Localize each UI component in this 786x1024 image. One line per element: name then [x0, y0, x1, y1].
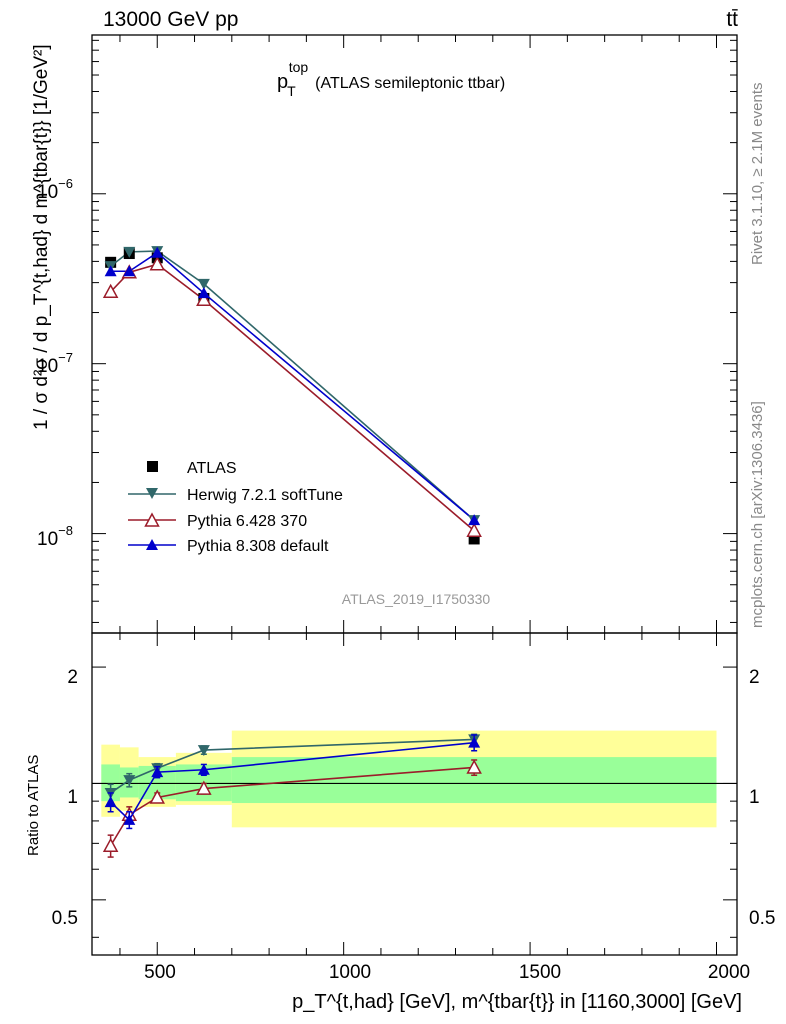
legend-marker-pythia6	[144, 512, 160, 527]
main-point-s2-4	[466, 522, 482, 537]
ratio-point-s3-1	[123, 813, 136, 825]
ratio-frame	[91, 632, 738, 956]
ratio-point-s3-4	[468, 736, 481, 748]
legend-label-herwig: Herwig 7.2.1 softTune	[187, 487, 343, 504]
main-ytick-1e-6: 10−6	[37, 176, 73, 203]
ratio-point-s3-0	[104, 796, 117, 808]
main-line-3	[110, 251, 475, 521]
ratio-ytick-2-right: 2	[749, 667, 760, 688]
rivet-label: Rivet 3.1.10, ≥ 2.1M events	[749, 83, 766, 266]
ratio-point-s2-3	[196, 780, 212, 795]
main-point-s3-0	[104, 265, 117, 277]
xtick-2000: 2000	[708, 962, 750, 983]
main-point-s0-4	[468, 533, 480, 545]
ratio-ytick-05-right: 0.5	[749, 908, 775, 929]
ratio-point-s2-0	[102, 837, 119, 853]
ratio-ytick-1-left: 1	[67, 787, 78, 808]
ratio-ytick-1-right: 1	[749, 787, 760, 808]
ratio-point-s3-3	[197, 763, 210, 775]
xtick-1000: 1000	[329, 962, 371, 983]
ratio-ylabel: Ratio to ATLAS	[25, 755, 42, 856]
legend-label-pythia6: Pythia 6.428 370	[187, 513, 307, 530]
main-ytick-1e-7: 10−7	[37, 350, 73, 377]
title-p: p	[277, 71, 288, 93]
main-series	[102, 246, 482, 545]
main-point-s2-0	[102, 283, 119, 299]
main-line-1	[110, 250, 475, 521]
ratio-point-s1-3	[197, 745, 210, 757]
axis-ticks	[92, 35, 737, 955]
main-title: pTtop (ATLAS semileptonic ttbar)	[277, 59, 505, 99]
ratio-series	[102, 733, 482, 858]
header-right: tt̄	[726, 8, 738, 31]
ratio-point-s1-1	[123, 775, 136, 787]
legend-marker-pythia8	[146, 539, 158, 550]
main-point-s1-1	[123, 246, 136, 258]
band-inner-0	[101, 764, 120, 802]
title-sub: T	[287, 83, 296, 99]
main-point-s2-3	[196, 291, 212, 306]
ratio-ytick-2-left: 2	[67, 667, 78, 688]
main-ylabel: 1 / σ d²σ / d p_T^{t,had} d m^{tbar{t}} …	[31, 44, 52, 430]
main-point-s2-2	[149, 256, 166, 271]
analysis-id: ATLAS_2019_I1750330	[342, 591, 491, 607]
main-point-s3-3	[197, 287, 210, 299]
title-sup: top	[289, 59, 309, 75]
xaxis-label: p_T^{t,had} [GeV], m^{tbar{t}} in [1160,…	[292, 991, 742, 1013]
legend-marker-atlas	[147, 461, 158, 472]
ratio-bands	[101, 730, 717, 828]
main-point-s3-1	[123, 265, 136, 277]
main-point-s3-2	[151, 246, 164, 258]
header-left: 13000 GeV pp	[103, 8, 238, 31]
mcplots-label: mcplots.cern.ch [arXiv:1306.3436]	[749, 401, 766, 628]
main-point-s1-3	[197, 278, 210, 290]
legend: ATLAS Herwig 7.2.1 softTune Pythia 6.428…	[128, 460, 343, 555]
main-point-s3-4	[468, 514, 481, 526]
xtick-1500: 1500	[519, 962, 561, 983]
legend-label-pythia8: Pythia 8.308 default	[187, 538, 329, 555]
ratio-point-s2-4	[466, 759, 482, 774]
legend-label-atlas: ATLAS	[187, 460, 237, 477]
xtick-500: 500	[144, 962, 176, 983]
ratio-ytick-05-left: 0.5	[52, 908, 78, 929]
title-rest: (ATLAS semileptonic ttbar)	[315, 75, 505, 92]
ratio-point-s3-2	[151, 766, 164, 778]
main-ytick-1e-8: 10−8	[37, 523, 73, 550]
ratio-point-s2-2	[149, 789, 166, 804]
legend-marker-herwig	[146, 488, 158, 499]
